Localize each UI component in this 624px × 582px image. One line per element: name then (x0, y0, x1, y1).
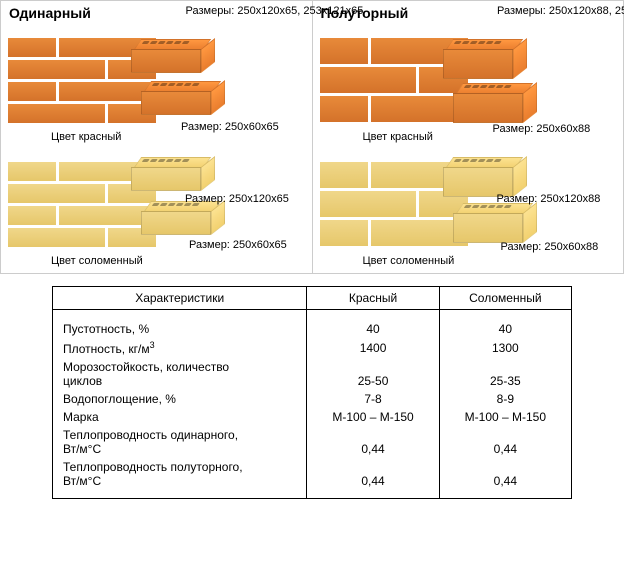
brick-3d-icon (141, 201, 231, 239)
th-red: Красный (307, 287, 439, 310)
cell-value: 0,44 (307, 426, 439, 458)
cell-value: 0,44 (439, 426, 571, 458)
color-caption: Цвет красный (51, 131, 121, 143)
brick-types-grid: Одинарный Размеры: 250х120х65, 253х121х6… (0, 0, 624, 274)
cell-value: 25-35 (439, 358, 571, 390)
brick-block-straw: Размер: 250х120х88 Размер: 250х60х88 Цве… (313, 149, 624, 269)
cell-label: Теплопроводность полуторного,Вт/м°С (53, 458, 307, 499)
cell-value: 0,44 (307, 458, 439, 499)
size-label: Размер: 250х60х65 (181, 121, 279, 133)
cell-label: Марка (53, 408, 307, 426)
cell-value: 0,44 (439, 458, 571, 499)
top-sizes-label: Размеры: 250х120х65, 253х121х65 (186, 5, 306, 17)
spec-table: Характеристики Красный Соломенный Пустот… (52, 286, 572, 499)
cell-value: М-100 – М-150 (439, 408, 571, 426)
color-caption: Цвет красный (363, 131, 433, 143)
cell-label: Теплопроводность одинарного,Вт/м°С (53, 426, 307, 458)
brick-block-red: Размер: 250х60х88 Цвет красный (313, 25, 624, 145)
cell-value: 1400 (307, 338, 439, 358)
brick-block-straw: Размер: 250х120х65 Размер: 250х60х65 Цве… (1, 149, 312, 269)
table-row: Теплопроводность одинарного,Вт/м°С 0,44 … (53, 426, 572, 458)
table-row: Пустотность, % 40 40 (53, 310, 572, 339)
size-label: Размер: 250х120х88 (497, 193, 601, 205)
cell-value: 7-8 (307, 390, 439, 408)
top-sizes-label: Размеры: 250х120х88, 253х121х88 (497, 5, 617, 17)
color-caption: Цвет соломенный (363, 255, 455, 267)
brick-3d-icon (453, 203, 543, 241)
table-row: Марка М-100 – М-150 М-100 – М-150 (53, 408, 572, 426)
size-label: Размер: 250х60х65 (189, 239, 287, 251)
size-label: Размер: 250х120х65 (185, 193, 289, 205)
cell-value: 40 (439, 310, 571, 339)
cell-value: 25-50 (307, 358, 439, 390)
brick-3d-icon (443, 157, 533, 195)
column-single: Одинарный Размеры: 250х120х65, 253х121х6… (1, 1, 313, 273)
cell-value: 40 (307, 310, 439, 339)
brick-3d-icon (131, 157, 221, 195)
cell-value: 1300 (439, 338, 571, 358)
table-row: Морозостойкость, количествоциклов 25-50 … (53, 358, 572, 390)
table-header: Характеристики Красный Соломенный (53, 287, 572, 310)
table-row: Водопоглощение, % 7-8 8-9 (53, 390, 572, 408)
brick-block-red: Размер: 250х60х65 Цвет красный (1, 25, 312, 145)
size-label: Размер: 250х60х88 (501, 241, 599, 253)
brick-3d-icon (141, 81, 231, 119)
color-caption: Цвет соломенный (51, 255, 143, 267)
th-characteristics: Характеристики (53, 287, 307, 310)
table-row: Плотность, кг/м3 1400 1300 (53, 338, 572, 358)
cell-label: Пустотность, % (53, 310, 307, 339)
cell-label: Плотность, кг/м3 (53, 338, 307, 358)
cell-value: 8-9 (439, 390, 571, 408)
table-body: Пустотность, % 40 40 Плотность, кг/м3 14… (53, 310, 572, 499)
size-label: Размер: 250х60х88 (493, 123, 591, 135)
column-oneandhalf: Полуторный Размеры: 250х120х88, 253х121х… (313, 1, 624, 273)
brick-3d-icon (443, 39, 533, 77)
cell-value: М-100 – М-150 (307, 408, 439, 426)
brick-3d-icon (453, 83, 543, 121)
th-straw: Соломенный (439, 287, 571, 310)
cell-label: Морозостойкость, количествоциклов (53, 358, 307, 390)
brick-3d-icon (131, 39, 221, 77)
cell-label: Водопоглощение, % (53, 390, 307, 408)
table-row: Теплопроводность полуторного,Вт/м°С 0,44… (53, 458, 572, 499)
